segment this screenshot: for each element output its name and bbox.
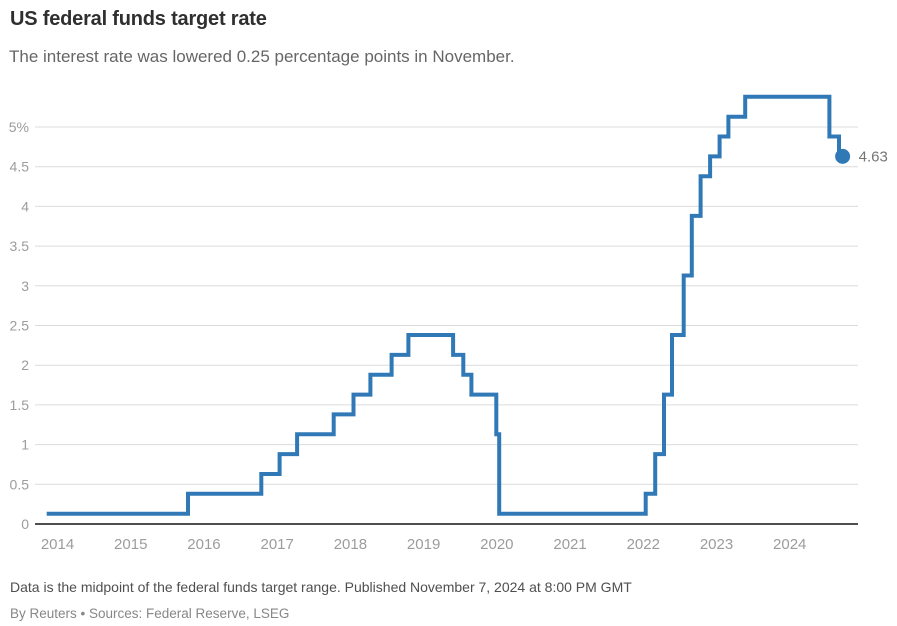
- x-axis-tick-label: 2015: [114, 536, 147, 553]
- y-axis-tick-label: 4: [21, 198, 29, 214]
- footer-note: Data is the midpoint of the federal fund…: [10, 579, 632, 595]
- x-axis-tick-label: 2016: [187, 536, 220, 553]
- chart-subtitle: The interest rate was lowered 0.25 perce…: [9, 47, 515, 66]
- x-axis-tick-label: 2018: [334, 536, 367, 553]
- x-axis-tick-label: 2024: [773, 536, 806, 553]
- y-axis-tick-label: 2.5: [10, 318, 30, 334]
- footer-byline: By Reuters • Sources: Federal Reserve, L…: [10, 606, 290, 621]
- x-axis-tick-label: 2020: [480, 536, 513, 553]
- x-axis-tick-label: 2022: [627, 536, 660, 553]
- page-title: US federal funds target rate: [10, 8, 267, 30]
- x-axis-tick-label: 2021: [553, 536, 586, 553]
- y-axis-tick-label: 1.5: [10, 397, 30, 413]
- y-axis-tick-label: 0: [21, 516, 29, 532]
- x-axis-tick-label: 2019: [407, 536, 440, 553]
- y-axis-tick-label: 5%: [9, 119, 29, 135]
- y-axis-tick-label: 4.5: [10, 159, 30, 175]
- y-axis-tick-label: 3: [21, 278, 29, 294]
- y-axis-tick-label: 2: [21, 357, 29, 373]
- y-axis-tick-label: 3.5: [10, 238, 30, 254]
- y-axis-tick-label: 0.5: [10, 476, 30, 492]
- latest-value-dot: [835, 148, 851, 164]
- rate-step-line: [46, 94, 843, 516]
- x-axis-tick-label: 2023: [700, 536, 733, 553]
- y-axis-tick-label: 1: [21, 437, 29, 453]
- x-axis-tick-label: 2014: [41, 536, 74, 553]
- x-axis-tick-label: 2017: [260, 536, 293, 553]
- latest-value-label: 4.63: [859, 148, 888, 165]
